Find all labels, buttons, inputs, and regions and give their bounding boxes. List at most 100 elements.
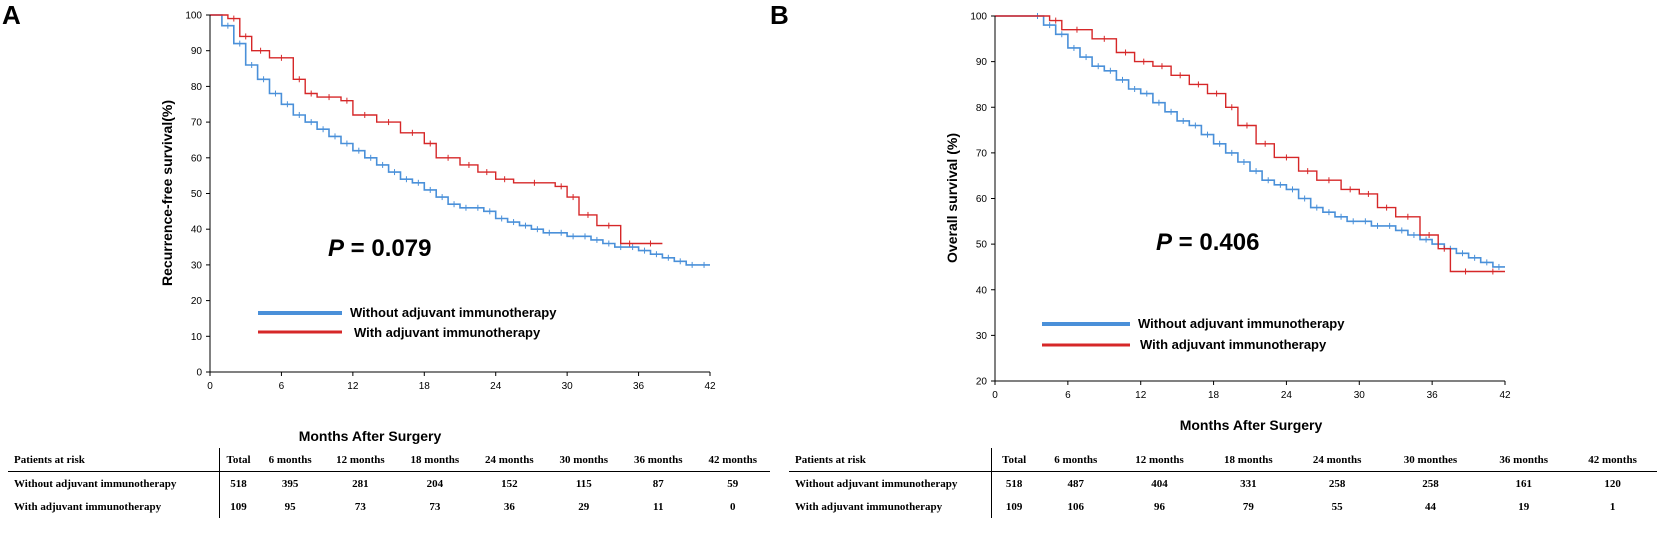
table-row: With adjuvant immunotherapy 109 106 96 7…: [789, 495, 1657, 518]
risk-table-a-header-cell: 24 months: [472, 448, 547, 472]
panel-a-y-tick-label: 10: [191, 332, 203, 343]
panel-b-x-tick-label: 18: [1208, 390, 1220, 401]
risk-table-a-header: Patients at risk Total 6 months 12 month…: [8, 448, 770, 472]
panel-a-x-tick-label: 6: [279, 381, 285, 392]
risk-cell: 73: [429, 500, 441, 513]
panel-a-y-tick-label: 30: [191, 260, 203, 271]
panel-b-x-tick-label: 12: [1135, 390, 1147, 401]
panel-b-x-tick-label: 6: [1065, 390, 1071, 401]
panel-b-censor-marks-with: [1055, 17, 1494, 275]
panel-b-y-tick-label: 100: [970, 12, 987, 23]
risk-cell: 204: [426, 477, 444, 490]
panel-b-y-tick-label: 40: [976, 285, 988, 296]
risk-cell: 19: [1518, 500, 1530, 513]
risk-table-b-header-cell: Total: [991, 448, 1037, 472]
risk-cell: 11: [653, 500, 664, 513]
panel-b-series: [995, 13, 1505, 275]
panel-b-series-with: [995, 15, 1505, 273]
risk-cell: 0: [729, 500, 736, 513]
panel-a-y-tick-label: 20: [191, 296, 203, 307]
panel-a-y-tick-label: 90: [191, 46, 203, 57]
panel-a-censor-marks-without: [227, 22, 705, 268]
risk-cell: 73: [354, 500, 366, 513]
panel-b-x-label: Months After Surgery: [1180, 417, 1323, 433]
risk-cell: 115: [575, 477, 592, 490]
risk-cell: 1: [1609, 500, 1616, 513]
panel-a-x-tick-label: 42: [704, 381, 716, 392]
panel-b-x-tick-label: 24: [1281, 390, 1293, 401]
panel-a-y-tick-label: 100: [185, 11, 202, 22]
panel-a-x-tick-label: 18: [419, 381, 431, 392]
risk-table-b-header-cell: 6 months: [1036, 448, 1116, 472]
panel-b-y-tick-label: 20: [976, 377, 988, 388]
panel-a-series-with: [210, 14, 663, 245]
risk-table-a-header-cell: 18 months: [397, 448, 473, 472]
risk-cell: 258: [1422, 477, 1439, 490]
panel-b-y-ticks: 20 30 40 50 60 70 80 90 100: [970, 12, 995, 388]
risk-table-b-header-cell: 24 months: [1292, 448, 1382, 472]
risk-table-a-header-cell: 36 months: [621, 448, 696, 472]
panel-a-p-prefix: P: [328, 235, 345, 262]
risk-cell: 29: [578, 500, 590, 513]
panel-b-y-tick-label: 80: [976, 103, 988, 114]
risk-cell: 331: [1240, 477, 1257, 490]
risk-cell: 404: [1151, 477, 1168, 490]
panel-b-legend-label-with: With adjuvant immunotherapy: [1140, 337, 1327, 352]
panel-a-x-ticks: 0 6 12 18 24 30 36 42: [207, 372, 716, 392]
risk-cell: 152: [501, 477, 518, 490]
panel-b-series-without: [995, 15, 1505, 268]
risk-table-a-header-cell: Patients at risk: [8, 448, 220, 472]
risk-cell: 109: [219, 495, 258, 518]
panel-a-p-text: = 0.079: [344, 235, 431, 262]
panel-b-censor-marks-without: [1037, 13, 1500, 270]
risk-cell: 79: [1242, 500, 1254, 513]
panel-a-x-label: Months After Surgery: [299, 428, 442, 444]
risk-table-a-header-cell: 30 months: [546, 448, 622, 472]
risk-cell: 518: [219, 471, 258, 495]
panel-b-p-value: P = 0.406: [1156, 229, 1259, 256]
risk-cell: 120: [1604, 477, 1621, 490]
panel-a-x-tick-label: 12: [347, 381, 359, 392]
panel-a-series-without: [210, 14, 710, 266]
panel-b-x-tick-label: 0: [992, 390, 998, 401]
risk-table-b-header-cell: Patients at risk: [789, 448, 992, 472]
risk-table-b-header-cell: 42 months: [1568, 448, 1657, 472]
risk-cell: 96: [1154, 500, 1166, 513]
risk-row-label: Without adjuvant immunotherapy: [795, 477, 958, 490]
risk-table-b-header-cell: 30 monthes: [1381, 448, 1480, 472]
risk-cell: 59: [727, 477, 739, 490]
panel-b-x-tick-label: 30: [1354, 390, 1366, 401]
risk-cell: 109: [991, 495, 1037, 518]
panel-a-y-ticks: 0 10 20 30 40 50 60 70 80 90 100: [185, 11, 210, 379]
risk-table-a-header-cell: 6 months: [257, 448, 324, 472]
risk-row-label: With adjuvant immunotherapy: [14, 500, 162, 513]
panel-a-letter: A: [2, 0, 21, 30]
panel-a-y-tick-label: 50: [191, 189, 203, 200]
panel-a-x-tick-label: 24: [490, 381, 502, 392]
panel-b-x-tick-label: 36: [1427, 390, 1439, 401]
risk-cell: 258: [1328, 477, 1346, 490]
panel-a-legend-label-with: With adjuvant immunotherapy: [354, 325, 541, 340]
panel-b-y-tick-label: 90: [976, 57, 988, 68]
panel-a-legend: Without adjuvant immunotherapy With adju…: [258, 305, 557, 340]
risk-table-b-header-cell: 36 months: [1479, 448, 1569, 472]
panel-b-legend: Without adjuvant immunotherapy With adju…: [1042, 316, 1345, 352]
panel-b-x-tick-label: 42: [1499, 390, 1511, 401]
panel-a-p-value: P = 0.079: [328, 235, 431, 262]
risk-table-b-header: Patients at risk Total 6 months 12 month…: [789, 448, 1657, 472]
risk-cell: 95: [284, 500, 296, 513]
risk-table-a-header-cell: 12 months: [323, 448, 398, 472]
risk-table-a-header-cell: Total: [219, 448, 258, 472]
risk-cell: 36: [503, 500, 515, 513]
risk-cell: 395: [281, 477, 299, 490]
panel-a-x-tick-label: 30: [562, 381, 574, 392]
table-row: Without adjuvant immunotherapy 518 487 4…: [789, 471, 1657, 495]
panel-b-letter: B: [770, 0, 789, 30]
panel-a-y-tick-label: 70: [191, 118, 203, 129]
panel-a-legend-label-without: Without adjuvant immunotherapy: [350, 305, 557, 320]
panel-a-series: [210, 14, 710, 268]
panel-a-y-tick-label: 60: [191, 153, 203, 164]
panel-b-p-prefix: P: [1156, 229, 1173, 256]
